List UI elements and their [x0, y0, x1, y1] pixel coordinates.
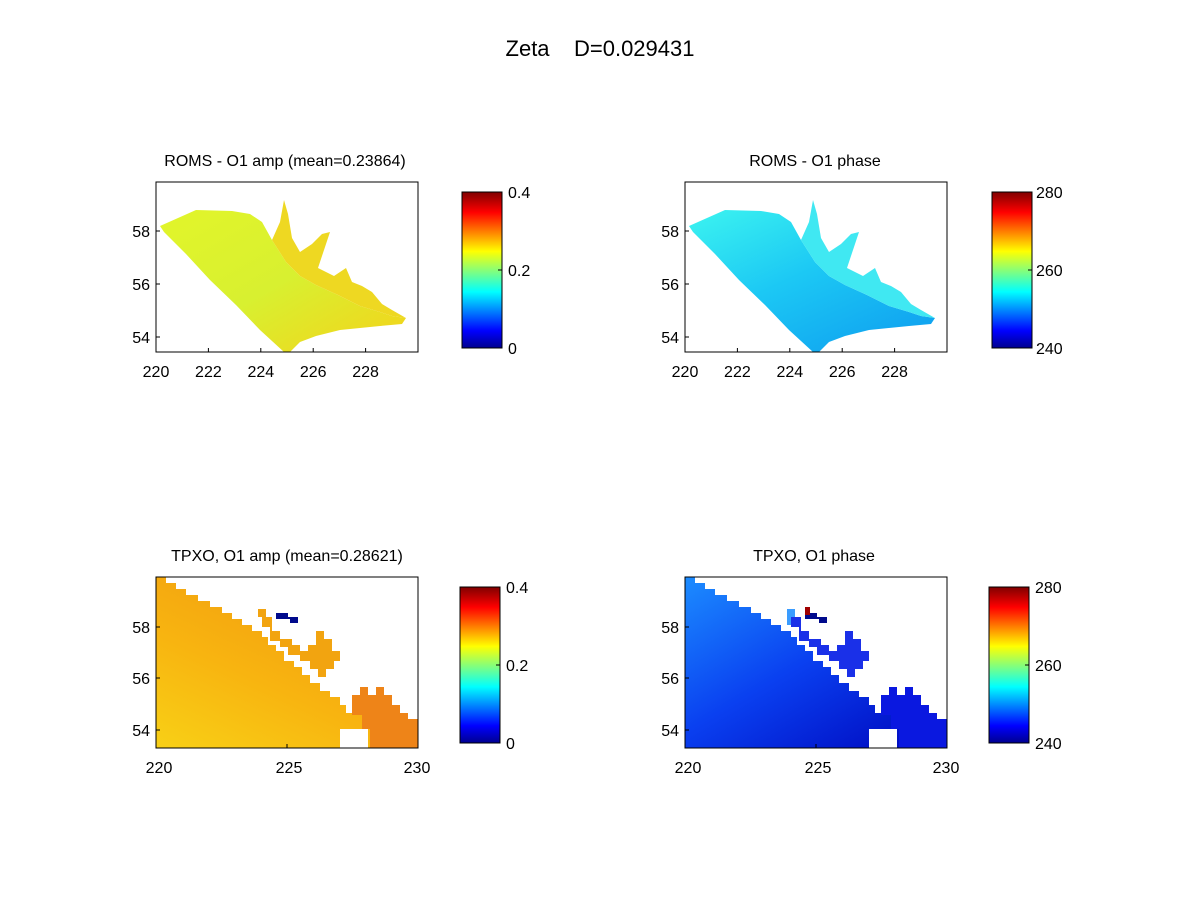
colorbar-gradient — [461, 191, 503, 349]
colorbar-tick-label: 240 — [1036, 341, 1063, 358]
plot-frame — [155, 181, 419, 353]
x-tick-label: 224 — [247, 364, 274, 381]
x-tick-label: 226 — [829, 364, 856, 381]
x-tick-label: 230 — [933, 760, 960, 777]
inlet-field — [352, 687, 418, 748]
y-tick-label: 56 — [661, 671, 679, 688]
x-tick-label: 225 — [805, 760, 832, 777]
x-tick-label: 224 — [776, 364, 803, 381]
x-tick-label: 220 — [675, 760, 702, 777]
land-cell — [869, 729, 897, 748]
panel-title: TPXO, O1 phase — [753, 548, 875, 565]
y-axis: 54 56 58 — [661, 620, 689, 740]
x-tick-label: 220 — [672, 364, 699, 381]
x-tick-label: 222 — [195, 364, 222, 381]
heatmap-field — [689, 200, 935, 352]
inlet-field — [801, 200, 935, 318]
panel-roms-phase: ROMS - O1 phase 220 222 224 226 228 54 5… — [661, 153, 1063, 381]
inlet-cell — [276, 613, 298, 623]
panel-tpxo-amp: TPXO, O1 amp (mean=0.28621) 220 225 230 … — [132, 548, 528, 777]
colorbar: 0 0.2 0.4 — [461, 185, 530, 358]
inlet-cell — [787, 609, 795, 625]
x-tick-label: 230 — [404, 760, 431, 777]
y-axis: 54 56 58 — [132, 620, 160, 740]
colorbar-tick-label: 0 — [508, 341, 517, 358]
x-tick-label: 226 — [300, 364, 327, 381]
panel-roms-amp: ROMS - O1 amp (mean=0.23864) 220 222 224… — [132, 153, 530, 381]
panel-title: TPXO, O1 amp (mean=0.28621) — [171, 548, 403, 565]
x-tick-label: 225 — [276, 760, 303, 777]
x-tick-label: 220 — [146, 760, 173, 777]
colorbar-gradient — [988, 586, 1030, 744]
inlet-field — [787, 609, 869, 677]
colorbar-tick-label: 0.4 — [506, 580, 528, 597]
x-axis: 220 222 224 226 228 — [672, 348, 908, 381]
y-tick-label: 58 — [661, 620, 679, 637]
colorbar: 0 0.2 0.4 — [459, 580, 528, 753]
panel-tpxo-phase: TPXO, O1 phase 220 225 230 54 56 58 — [661, 548, 1062, 777]
colorbar-tick-label: 0.2 — [506, 658, 528, 675]
figure-title: Zeta D=0.029431 — [506, 36, 695, 61]
colorbar-tick-label: 280 — [1035, 580, 1062, 597]
x-tick-label: 228 — [352, 364, 379, 381]
colorbar-tick-label: 0 — [506, 736, 515, 753]
y-tick-label: 58 — [661, 224, 679, 241]
colorbar-gradient — [991, 191, 1033, 349]
y-tick-label: 56 — [132, 671, 150, 688]
panel-title: ROMS - O1 phase — [749, 153, 881, 170]
colorbar-tick-label: 240 — [1035, 736, 1062, 753]
y-tick-label: 54 — [132, 723, 150, 740]
heatmap-field — [156, 577, 418, 748]
y-axis: 54 56 58 — [661, 224, 689, 347]
x-axis: 220 225 230 — [146, 744, 431, 777]
x-tick-label: 228 — [881, 364, 908, 381]
x-axis: 220 222 224 226 228 — [143, 348, 379, 381]
x-tick-label: 222 — [724, 364, 751, 381]
y-tick-label: 56 — [132, 277, 150, 294]
ocean-field — [160, 210, 406, 352]
y-tick-label: 56 — [661, 277, 679, 294]
inlet-cell — [805, 613, 827, 623]
y-tick-label: 58 — [132, 224, 150, 241]
colorbar-tick-label: 0.2 — [508, 263, 530, 280]
y-tick-label: 54 — [661, 330, 679, 347]
inlet-cell — [805, 607, 810, 615]
heatmap-field — [685, 577, 947, 748]
colorbar-gradient — [459, 586, 501, 744]
y-tick-label: 54 — [132, 330, 150, 347]
colorbar: 240 260 280 — [988, 580, 1062, 753]
colorbar-tick-label: 0.4 — [508, 185, 530, 202]
x-tick-label: 220 — [143, 364, 170, 381]
land-cell — [340, 729, 368, 748]
heatmap-field — [160, 200, 406, 352]
panel-title: ROMS - O1 amp (mean=0.23864) — [164, 153, 405, 170]
inlet-field — [881, 687, 947, 748]
colorbar-tick-label: 280 — [1036, 185, 1063, 202]
ocean-field — [689, 210, 935, 352]
inlet-field — [258, 609, 340, 677]
y-tick-label: 58 — [132, 620, 150, 637]
x-axis: 220 225 230 — [675, 744, 960, 777]
colorbar: 240 260 280 — [991, 185, 1063, 358]
inlet-field — [272, 200, 406, 318]
colorbar-tick-label: 260 — [1035, 658, 1062, 675]
plot-frame — [684, 181, 948, 353]
y-axis: 54 56 58 — [132, 224, 160, 347]
colorbar-tick-label: 260 — [1036, 263, 1063, 280]
y-tick-label: 54 — [661, 723, 679, 740]
